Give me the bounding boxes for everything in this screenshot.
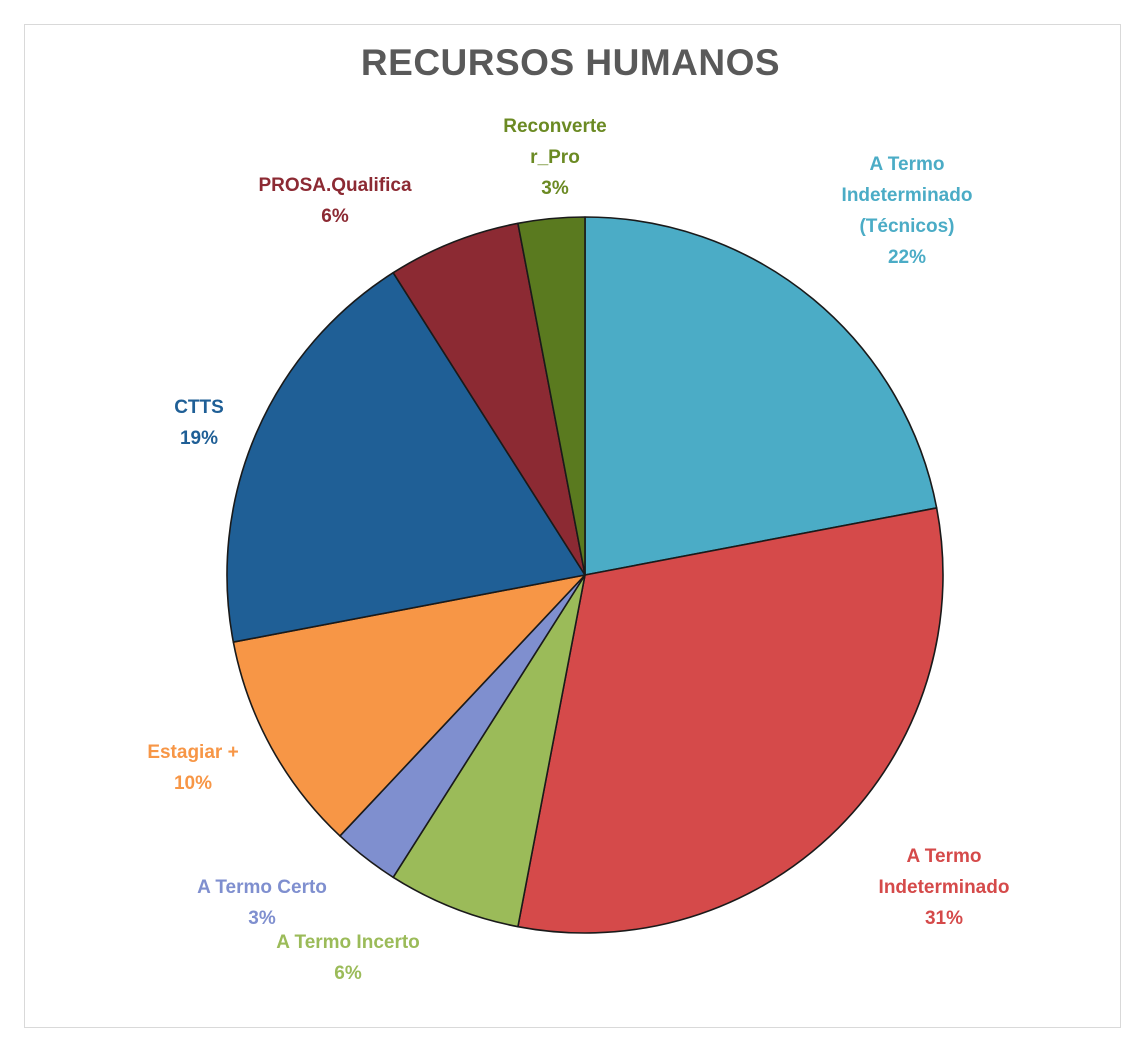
slice-label-line: Indeterminado — [842, 185, 973, 206]
pie-slice-3 — [392, 574, 586, 928]
slice-label-line: A Termo — [870, 154, 945, 175]
slice-label-line: Estagiar + — [147, 742, 238, 763]
pie-slice-5 — [232, 574, 586, 837]
slice-label-line: A Termo Certo — [197, 877, 327, 898]
slice-percent: 3% — [248, 908, 276, 929]
slice-label-line: CTTS — [174, 397, 224, 418]
pie-slice-7 — [392, 222, 586, 576]
slice-label-1: A Termo Indeterminado (Técnicos) 22% — [842, 154, 973, 268]
slice-label-7: PROSA.Qualifica 6% — [258, 175, 412, 227]
slice-percent: 6% — [321, 206, 349, 227]
pie-slice-8 — [517, 216, 586, 576]
pie-slice-6 — [226, 271, 586, 643]
slice-label-line: Reconverte — [503, 116, 607, 137]
slice-label-8: Reconverte r_Pro 3% — [503, 116, 607, 199]
slice-percent: 19% — [180, 428, 218, 449]
slice-label-line: Indeterminado — [879, 877, 1010, 898]
slice-label-line: PROSA.Qualifica — [258, 175, 412, 196]
slice-label-line: A Termo Incerto — [276, 932, 420, 953]
slice-label-line: (Técnicos) — [859, 216, 954, 237]
pie-slice-2 — [517, 507, 944, 934]
slice-label-4: A Termo Certo 3% — [197, 877, 327, 929]
slice-label-3: A Termo Incerto 6% — [276, 932, 420, 984]
chart-title: RECURSOS HUMANOS — [360, 42, 781, 83]
slice-label-5: Estagiar + 10% — [147, 742, 238, 794]
slice-percent: 3% — [541, 178, 569, 199]
slice-percent: 22% — [888, 247, 926, 268]
slice-percent: 6% — [334, 963, 362, 984]
slice-percent: 10% — [174, 773, 212, 794]
slice-label-line: r_Pro — [530, 147, 580, 168]
slice-percent: 31% — [925, 908, 963, 929]
pie-slice-1 — [584, 216, 938, 576]
slice-label-2: A Termo Indeterminado 31% — [879, 846, 1010, 929]
slice-label-line: A Termo — [907, 846, 982, 867]
slice-label-6: CTTS 19% — [174, 397, 224, 449]
